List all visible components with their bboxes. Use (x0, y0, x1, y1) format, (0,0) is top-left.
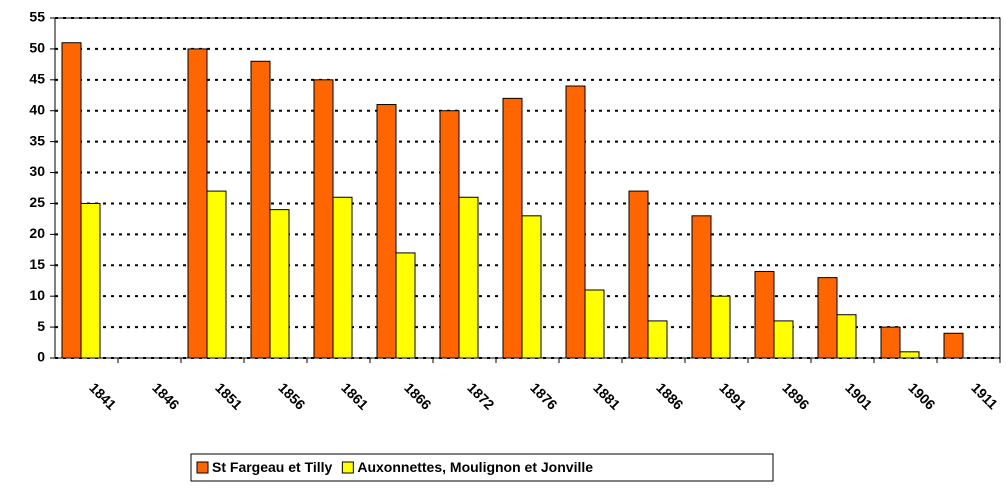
y-tick-label: 15 (29, 256, 45, 272)
bar (691, 215, 712, 359)
y-tick-label: 25 (29, 194, 45, 210)
x-tick-label: 1866 (401, 379, 434, 412)
x-tick-label: 1886 (653, 379, 686, 412)
x-tick-label: 1851 (212, 379, 245, 412)
bar (80, 202, 101, 359)
bar (439, 110, 460, 359)
x-tick-label: 1881 (590, 379, 623, 412)
bar (521, 215, 542, 359)
legend-label: St Fargeau et Tilly (212, 459, 333, 475)
x-tick-label: 1841 (86, 379, 119, 412)
x-tick-label: 1856 (275, 379, 308, 412)
bar (710, 295, 731, 359)
x-tick-label: 1906 (905, 379, 938, 412)
bar (502, 97, 523, 359)
bar (880, 326, 901, 359)
x-tick-label: 1861 (338, 379, 371, 412)
y-tick-label: 50 (29, 40, 45, 56)
plot-border (54, 17, 1001, 359)
y-tick-label: 40 (29, 101, 45, 117)
x-tick-label: 1872 (464, 379, 497, 412)
y-tick-label: 30 (29, 163, 45, 179)
bar (817, 277, 838, 359)
y-tick-label: 0 (37, 349, 45, 365)
y-tick-label: 20 (29, 225, 45, 241)
x-tick-label: 1896 (779, 379, 812, 412)
y-tick-label: 35 (29, 132, 45, 148)
legend-swatch (341, 461, 354, 474)
legend-swatch (196, 461, 209, 474)
bar (773, 320, 794, 359)
bar (206, 190, 227, 359)
bar (395, 252, 416, 359)
bar (458, 196, 479, 359)
bar (899, 351, 920, 359)
bar (376, 104, 397, 359)
legend-label: Auxonnettes, Moulignon et Jonville (357, 459, 593, 475)
x-tick-label: 1901 (842, 379, 875, 412)
x-tick-label: 1846 (149, 379, 182, 412)
y-tick-label: 55 (29, 9, 45, 25)
bar (269, 209, 290, 359)
bar (647, 320, 668, 359)
bar (565, 85, 586, 359)
bar (754, 270, 775, 359)
y-tick-label: 5 (37, 318, 45, 334)
bar (250, 60, 271, 359)
bar (836, 314, 857, 359)
bar (187, 48, 208, 359)
bar (628, 190, 649, 359)
x-tick-label: 1911 (968, 379, 1001, 412)
bar (332, 196, 353, 359)
x-tick-label: 1876 (527, 379, 560, 412)
bar (313, 79, 334, 359)
y-tick-label: 45 (29, 71, 45, 87)
legend-box (190, 453, 774, 482)
y-tick-label: 10 (29, 287, 45, 303)
bar (61, 42, 82, 359)
x-tick-label: 1891 (716, 379, 749, 412)
bar (943, 332, 964, 359)
bar (584, 289, 605, 359)
